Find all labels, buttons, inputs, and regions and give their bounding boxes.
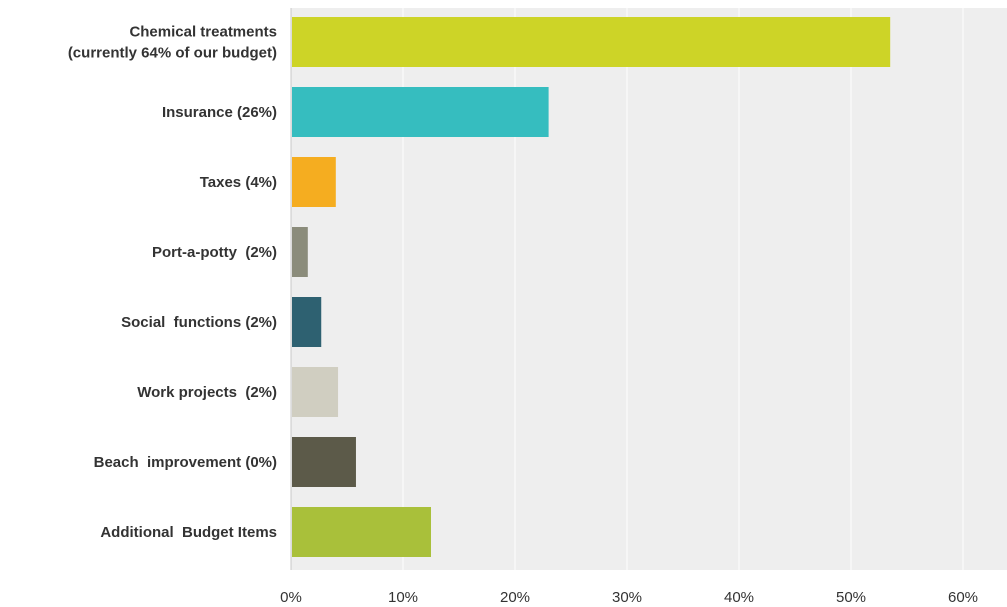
bar [292,437,356,487]
x-tick-label: 60% [948,589,978,606]
bars [292,17,891,557]
bar [292,367,339,417]
category-label: (currently 64% of our budget) [68,45,277,62]
x-axis-tick-labels: 0% 10% 20% 30% 40% 50% 60% [280,589,978,606]
category-label: Work projects (2%) [137,384,277,401]
bar [292,17,891,67]
bar [292,227,308,277]
category-label: Chemical treatments [129,24,277,41]
x-tick-label: 0% [280,589,302,606]
category-label: Taxes (4%) [200,174,277,191]
category-label: Beach improvement (0%) [94,454,277,471]
category-label: Social functions (2%) [121,314,277,331]
category-label: Additional Budget Items [100,524,277,541]
x-tick-label: 10% [388,589,418,606]
bar [292,507,431,557]
x-tick-label: 20% [500,589,530,606]
category-label: Insurance (26%) [162,104,277,121]
bar [292,87,549,137]
bar [292,297,322,347]
x-tick-label: 30% [612,589,642,606]
x-tick-label: 50% [836,589,866,606]
category-labels: Chemical treatments (currently 64% of our… [68,24,277,542]
bar [292,157,336,207]
category-label: Port-a-potty (2%) [152,244,277,261]
x-tick-label: 40% [724,589,754,606]
